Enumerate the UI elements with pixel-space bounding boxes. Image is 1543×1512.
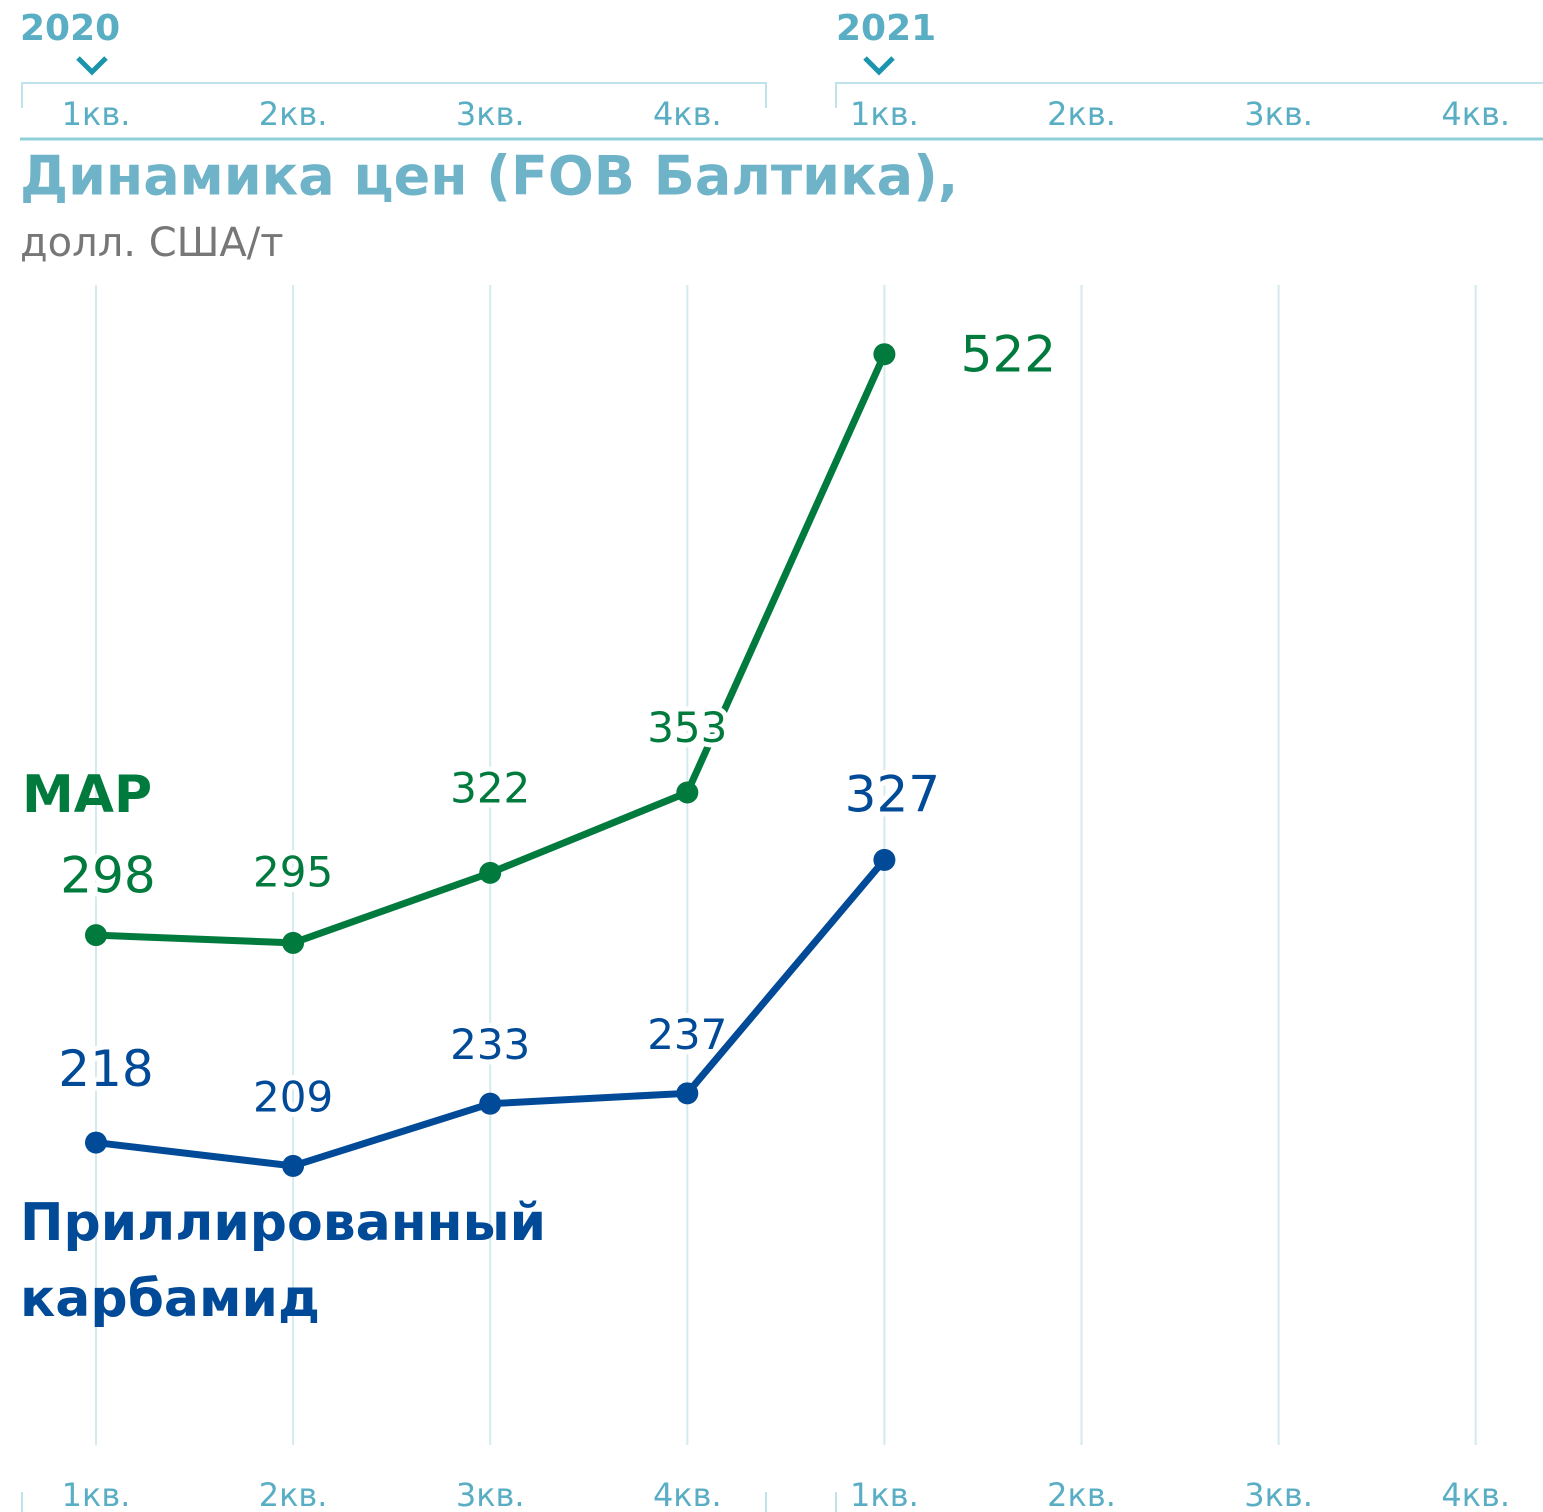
value-label: 209 (253, 1072, 333, 1121)
chart-title: Динамика цен (FOB Балтика), (20, 145, 958, 208)
point (873, 848, 896, 871)
x-tick-label: 1кв. (850, 1476, 919, 1512)
value-label: 298 (60, 847, 155, 905)
x-tick-label: 2кв. (1047, 1476, 1116, 1512)
x-tick-label: 2кв. (259, 1476, 328, 1512)
x-tick-label: 1кв. (62, 95, 131, 133)
series-label: МАР (22, 765, 152, 825)
x-tick-label: 3кв. (1244, 95, 1313, 133)
value-label: 522 (961, 326, 1056, 384)
year-label: 2021 (836, 8, 936, 49)
x-tick-label: 2кв. (1047, 95, 1116, 133)
point (479, 1092, 502, 1115)
year-bracket (21, 82, 1543, 108)
x-tick-label: 1кв. (850, 95, 919, 133)
year-label: 2020 (20, 8, 120, 49)
x-tick-label: 3кв. (1244, 1476, 1313, 1512)
series-label: Приллированный карбамид (20, 1193, 547, 1329)
value-label: 218 (58, 1040, 153, 1098)
value-label: 295 (253, 847, 333, 896)
x-tick-label: 3кв. (456, 1476, 525, 1512)
x-tick-label: 4кв. (1441, 1476, 1510, 1512)
value-label: 237 (647, 1010, 727, 1059)
x-tick-label: 3кв. (456, 95, 525, 133)
x-tick-label: 2кв. (259, 95, 328, 133)
point (85, 1131, 107, 1154)
x-tick-label: 4кв. (653, 95, 722, 133)
point (676, 781, 699, 804)
value-label: 353 (647, 703, 727, 752)
point (282, 1154, 305, 1177)
point (479, 861, 502, 884)
point (676, 1082, 699, 1105)
x-tick-label: 4кв. (653, 1476, 722, 1512)
x-tick-label: 1кв. (62, 1476, 131, 1512)
year-bracket (21, 1492, 837, 1512)
value-label: 233 (450, 1020, 530, 1069)
value-label: 327 (845, 765, 940, 823)
x-tick-label: 4кв. (1441, 95, 1510, 133)
point (85, 924, 107, 947)
point (873, 343, 896, 366)
chart-subtitle: долл. США/т (20, 220, 284, 266)
value-label: 322 (450, 763, 530, 812)
year-arrow (76, 56, 895, 76)
point (282, 931, 305, 954)
